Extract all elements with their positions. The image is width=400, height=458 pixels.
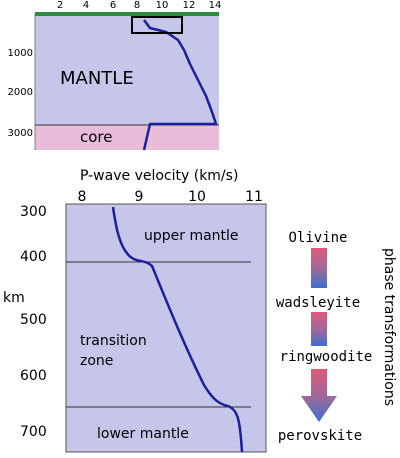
wadsleyite-label: wadsleyite — [276, 295, 360, 311]
bottom-x-tick: 10 — [188, 189, 206, 205]
top-core-region — [35, 125, 219, 150]
velocity-axis-title: P-wave velocity (km/s) — [80, 168, 238, 184]
phase-bar-segment — [311, 248, 327, 288]
bottom-x-tick: 9 — [135, 189, 144, 205]
top-mantle-region — [35, 14, 219, 125]
top-panel: 2 4 6 8 10 12 14 1000 2000 3000 MANTLE c… — [8, 0, 222, 151]
top-x-tick: 14 — [209, 0, 222, 11]
bottom-x-tick: 11 — [245, 189, 263, 205]
olivine-label: Olivine — [288, 230, 347, 246]
perovskite-label: perovskite — [278, 428, 362, 444]
phase-title: phase transformations — [381, 248, 397, 406]
top-surface-bar — [35, 12, 219, 16]
ringwoodite-label: ringwoodite — [280, 349, 373, 365]
zone-label: zone — [80, 353, 113, 369]
lower-mantle-label: lower mantle — [97, 426, 189, 442]
top-y-tick: 2000 — [8, 87, 33, 98]
top-y-tick: 1000 — [8, 48, 33, 59]
bottom-panel: P-wave velocity (km/s) 8 9 10 11 300 400… — [3, 168, 267, 453]
bottom-y-tick: 500 — [20, 312, 47, 328]
upper-mantle-label: upper mantle — [144, 228, 239, 244]
bottom-y-tick: 600 — [20, 368, 47, 384]
top-y-tick: 3000 — [8, 128, 33, 139]
top-x-tick: 10 — [156, 0, 169, 11]
top-x-tick: 6 — [110, 0, 116, 11]
bottom-y-tick: 700 — [20, 424, 47, 440]
phase-bar-segment — [311, 312, 327, 346]
phase-arrow-icon — [301, 369, 337, 422]
bottom-x-tick: 8 — [78, 189, 87, 205]
bottom-y-tick: 400 — [20, 249, 47, 265]
transition-label: transition — [80, 333, 147, 349]
top-x-tick: 2 — [57, 0, 63, 11]
zoom-highlight-box — [131, 16, 183, 34]
bottom-y-tick: 300 — [20, 204, 47, 220]
top-x-tick: 12 — [183, 0, 196, 11]
top-velocity-curve — [142, 19, 218, 151]
bottom-velocity-curve — [111, 206, 244, 453]
top-x-tick: 4 — [83, 0, 89, 11]
phase-panel: phase transformations Olivine wadsleyite… — [276, 230, 397, 444]
core-label: core — [80, 128, 113, 146]
top-x-tick: 8 — [134, 0, 140, 11]
depth-unit-label: km — [3, 290, 25, 306]
mantle-label: MANTLE — [60, 68, 134, 89]
